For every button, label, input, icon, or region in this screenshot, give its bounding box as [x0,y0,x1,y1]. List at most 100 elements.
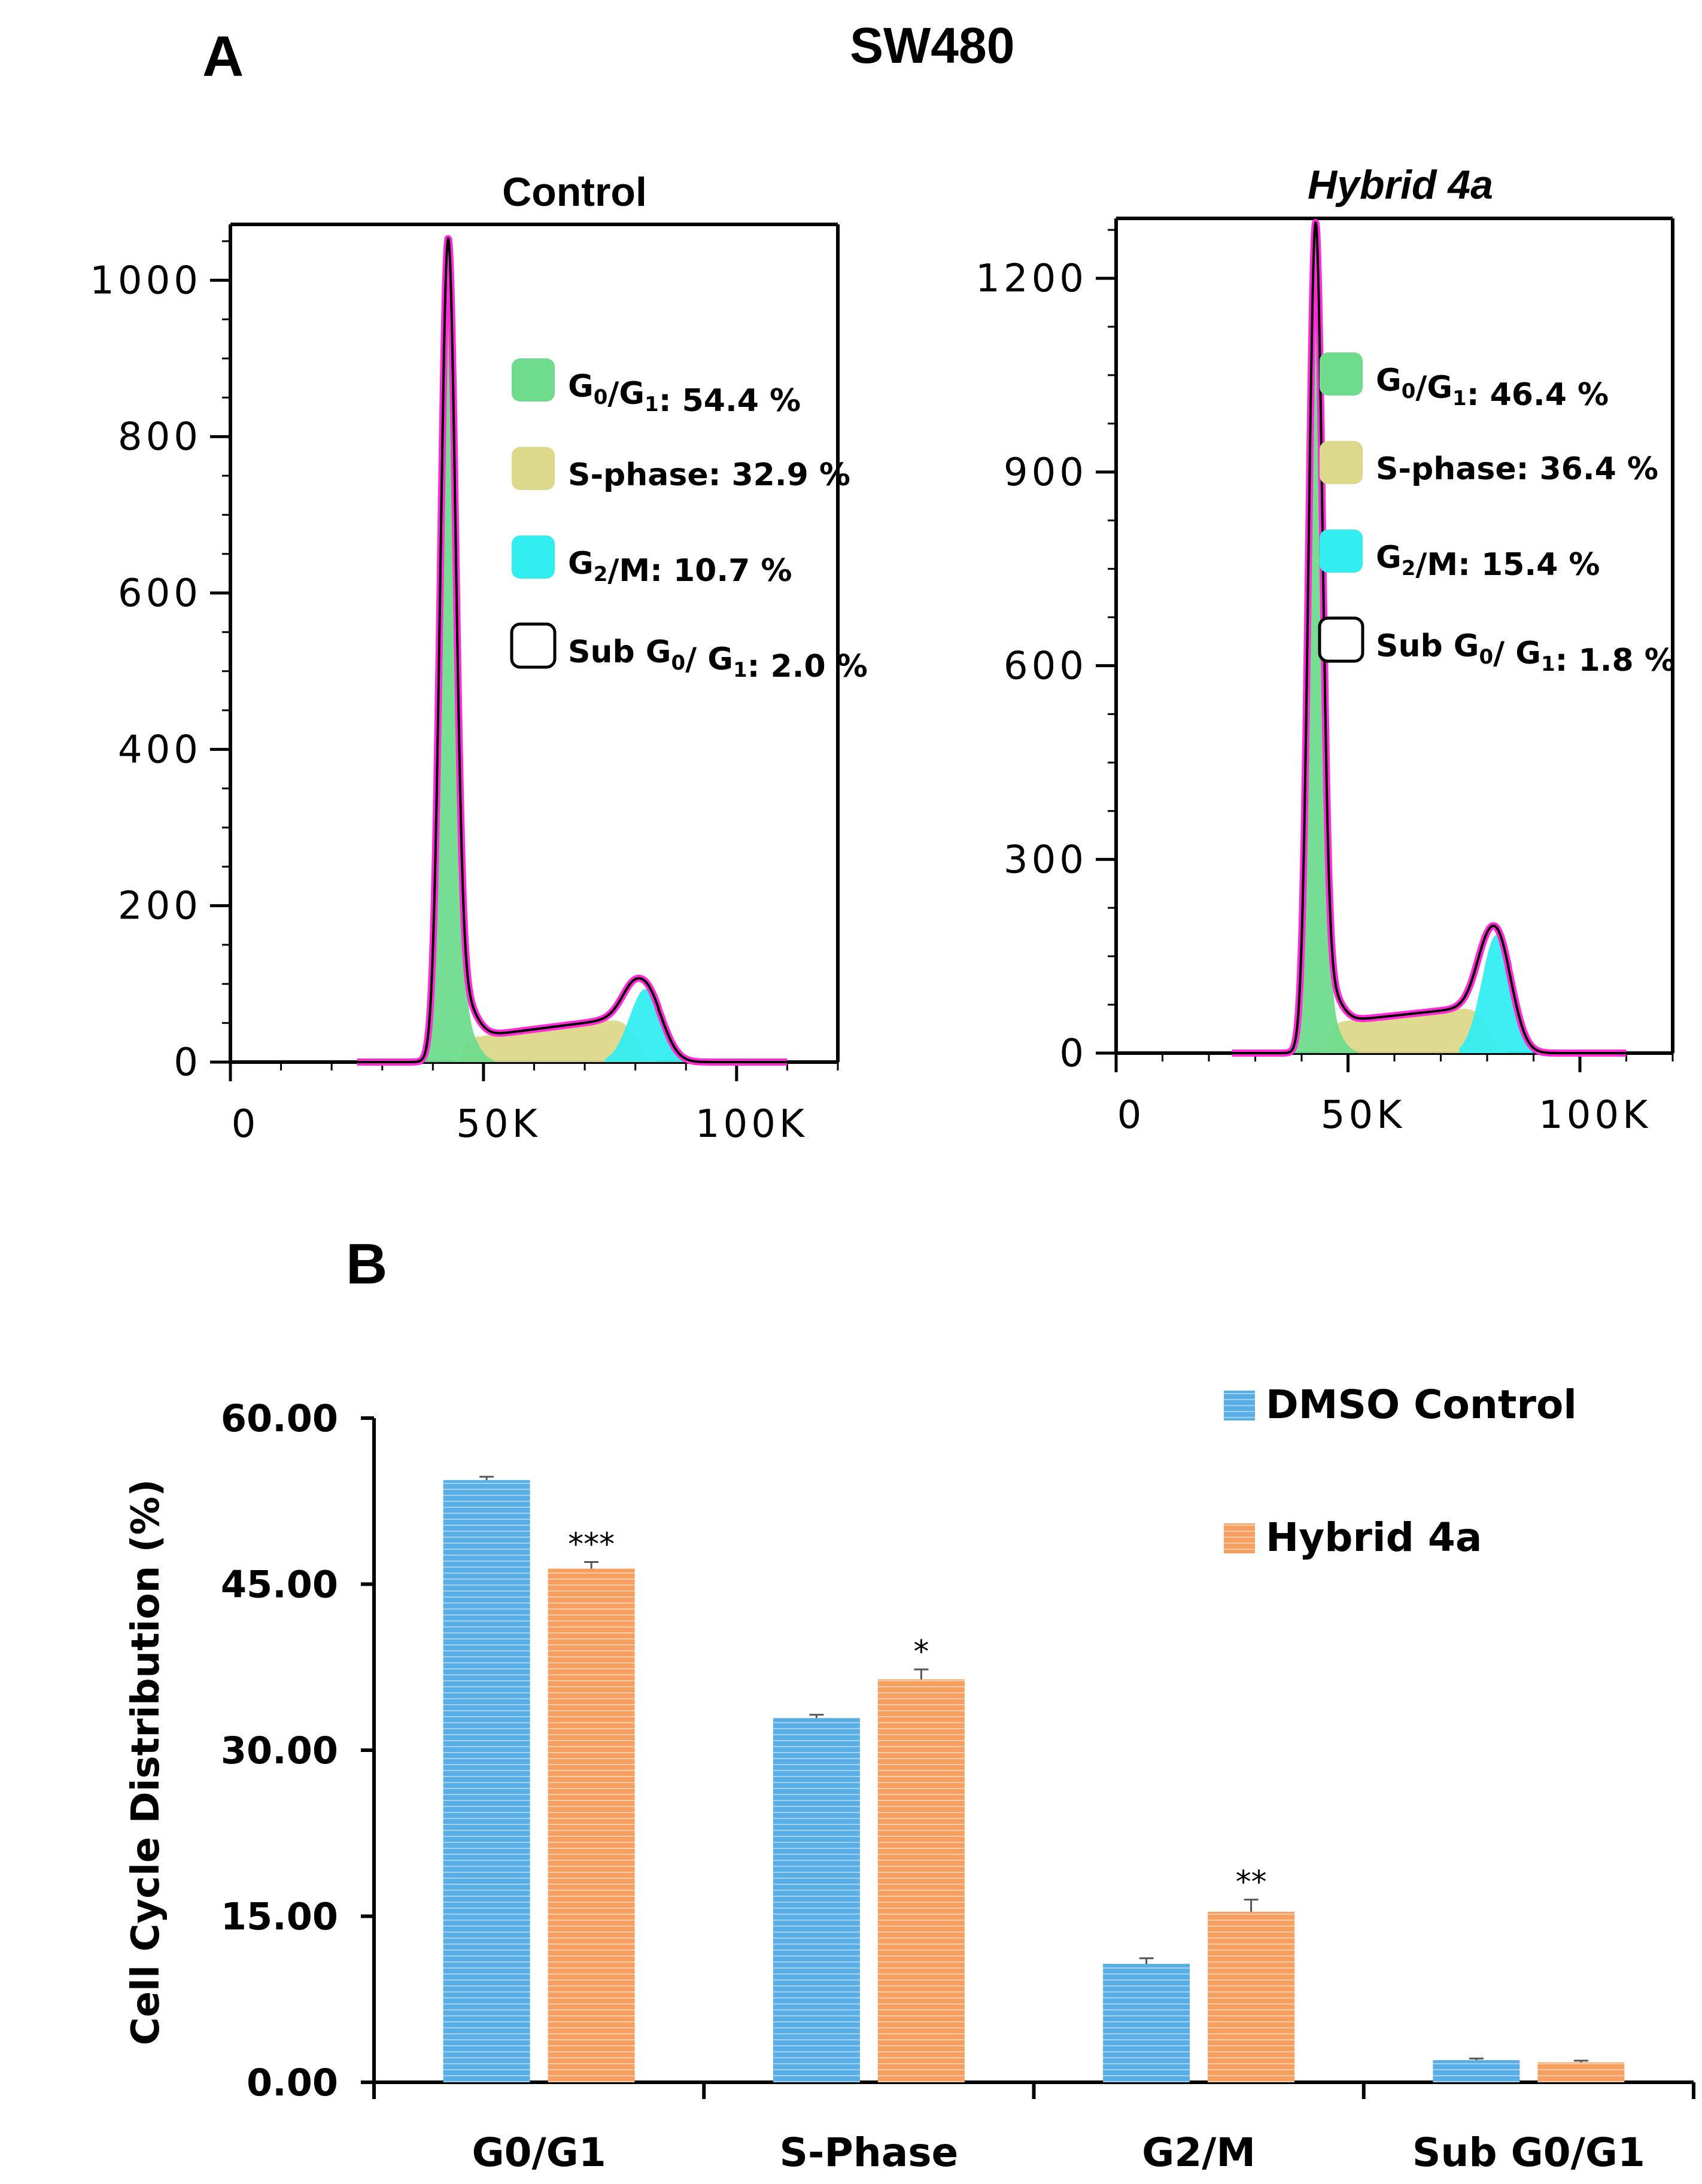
legend-label-Sub-G0-G1: Sub G0/ G1: 2.0 % [568,634,868,685]
x-tick-label: 50K [456,1102,540,1146]
bar-category-label: G2/M [1142,2130,1256,2176]
legend-label-G0-G1: G0/G1: 46.4 % [1376,363,1609,413]
legend-text: G [568,369,594,404]
y-tick-label: 0 [1059,1032,1087,1076]
control-histogram-title: Control [502,169,647,215]
bar-legend-item: Hybrid 4a [1224,1514,1482,1561]
legend-subscript: 1 [1541,652,1555,676]
bar-hybrid-3 [1537,2062,1625,2082]
bar-y-axis-label: Cell Cycle Distribution (%) [124,1479,168,2045]
bar-dmso-1 [773,1718,860,2082]
legend-subscript: 0 [671,651,685,675]
bar-dmso-2 [1103,1964,1190,2082]
x-tick-label: 0 [1117,1093,1145,1137]
legend-text: G [1376,540,1402,576]
legend-subscript: 2 [1402,556,1416,580]
legend-subscript: 0 [1402,379,1416,403]
legend-item-G0-G1: G0/G1: 54.4 % [512,358,801,419]
panel-b-label: B [346,1232,388,1296]
y-tick-label: 1200 [975,257,1087,301]
g2-m-area [604,988,686,1062]
panel-a-label: A [202,25,244,89]
legend-subscript: 1 [1452,387,1467,410]
legend-text: G [568,546,594,582]
bar-legend-label: Hybrid 4a [1266,1514,1482,1561]
y-tick-label: 300 [1004,838,1087,882]
legend-text: S-phase: 32.9 % [568,457,850,493]
legend-label-G0-G1: G0/G1: 54.4 % [568,369,801,419]
bar-legend-item: DMSO Control [1224,1382,1577,1428]
legend-subscript: 0 [594,385,608,409]
legend-text: / G [1493,635,1541,671]
y-tick-label: 0 [174,1041,202,1085]
data-histogram-line [356,237,788,1063]
bar-y-tick-label: 30.00 [221,1729,338,1772]
bar-category-label: Sub G0/G1 [1412,2130,1645,2176]
legend-text: /G [607,376,645,412]
legend-text: G [1376,363,1402,399]
legend-swatch-G2-M [1320,530,1363,573]
bar-y-tick-label: 60.00 [221,1397,338,1440]
legend-swatch-S-phase [1320,441,1363,484]
g2-m-area [1459,935,1534,1053]
legend-text: Sub G [568,634,671,670]
legend-label-S-phase: S-phase: 36.4 % [1376,451,1658,487]
x-tick-label: 50K [1321,1093,1405,1137]
legend-text: Sub G [1376,628,1479,664]
significance-marker: *** [568,1527,615,1563]
bar-legend-label: DMSO Control [1266,1382,1577,1428]
y-tick-label: 200 [118,884,202,929]
legend-item-G0-G1: G0/G1: 46.4 % [1320,352,1609,413]
legend-item-G2-M: G2/M: 10.7 % [512,536,792,589]
y-tick-label: 1000 [90,258,202,303]
data-histogram-line [1231,221,1627,1054]
legend-subscript: 1 [733,658,747,682]
bar-y-tick-label: 0.00 [247,2061,338,2104]
y-tick-label: 800 [118,415,202,460]
legend-item-G2-M: G2/M: 15.4 % [1320,530,1600,583]
y-tick-label: 400 [118,728,202,772]
legend-subscript: 2 [594,562,608,586]
x-tick-label: 100K [695,1102,808,1146]
legend-text: / G [685,641,733,677]
y-tick-label: 900 [1004,451,1087,495]
bar-legend-swatch [1224,1523,1255,1553]
legend-label-Sub-G0-G1: Sub G0/ G1: 1.8 % [1376,628,1676,679]
legend-text: S-phase: 36.4 % [1376,451,1658,487]
legend-swatch-G2-M [512,536,555,579]
x-tick-label: 0 [232,1102,260,1146]
significance-marker: * [913,1634,929,1670]
legend-swatch-Sub-G0-G1 [510,622,557,669]
legend-item-Sub-G0-G1: Sub G0/ G1: 2.0 % [510,622,868,685]
legend-text: : 1.8 % [1555,643,1676,679]
bar-hybrid-1 [877,1679,965,2082]
legend-item-Sub-G0-G1: Sub G0/ G1: 1.8 % [1318,616,1676,679]
legend-subscript: 1 [645,393,659,416]
bar-legend-swatch [1224,1391,1255,1420]
legend-swatch-S-phase [512,447,555,490]
hybrid-histogram-title: Hybrid 4a [1308,162,1493,208]
bar-category-label: S-Phase [779,2130,958,2176]
legend-text: : 2.0 % [747,649,868,685]
bar-hybrid-2 [1208,1912,1295,2082]
legend-item-S-phase: S-phase: 36.4 % [1320,441,1658,487]
bar-y-tick-label: 45.00 [221,1563,338,1607]
legend-text: : 54.4 % [659,383,801,419]
y-tick-label: 600 [1004,644,1087,689]
legend-swatch-Sub-G0-G1 [1318,616,1364,663]
legend-text: /G [1415,370,1452,406]
bar-y-tick-label: 15.00 [221,1895,338,1939]
bar-chart: 0.00 15.00 30.00 45.00 60.00 Cell Cycle Distr… [124,1382,1695,2176]
legend-swatch-G0-G1 [512,358,555,401]
legend-item-S-phase: S-phase: 32.9 % [512,447,850,493]
legend-swatch-G0-G1 [1320,352,1363,396]
y-tick-label: 600 [118,571,202,616]
bar-dmso-0 [443,1480,530,2082]
legend-label-G2-M: G2/M: 10.7 % [568,546,792,589]
legend-text: : 46.4 % [1467,377,1609,413]
legend-text: /M: 10.7 % [607,553,792,589]
legend-label-G2-M: G2/M: 15.4 % [1376,540,1600,583]
